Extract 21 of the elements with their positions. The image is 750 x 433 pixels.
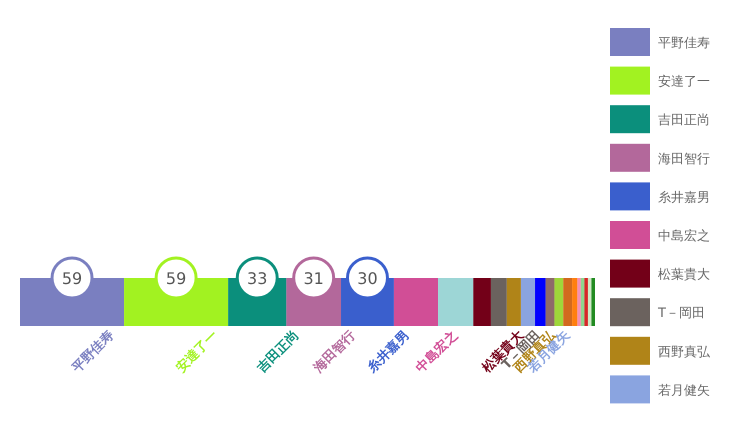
legend-label: 安達了一: [658, 74, 710, 90]
legend-label: 吉田正尚: [658, 113, 710, 128]
data-label: 59: [62, 269, 82, 288]
legend-label: 平野佳寿: [658, 36, 710, 51]
legend-label: 西野真弘: [658, 344, 711, 360]
data-label: 31: [303, 269, 324, 288]
text: 海田智行: [311, 328, 358, 376]
legend-label: T－岡田: [657, 306, 705, 322]
data-label: 30: [357, 269, 378, 288]
data-label: 33: [247, 269, 268, 288]
data-label: 59: [166, 269, 186, 288]
legend-label: 海田智行: [658, 152, 710, 167]
legend-label: 若月健矢: [658, 383, 710, 398]
text: 糸井嘉男: [364, 328, 412, 376]
legend-label: 中島宏之: [658, 228, 710, 244]
text: 吉田正尚: [254, 328, 302, 376]
text: 安達了一: [174, 328, 221, 376]
text: 中島宏之: [413, 328, 461, 376]
legend-label: 松葉貴大: [658, 268, 710, 283]
text: 平野佳寿: [69, 328, 117, 376]
legend-label: 糸井嘉男: [658, 190, 710, 206]
